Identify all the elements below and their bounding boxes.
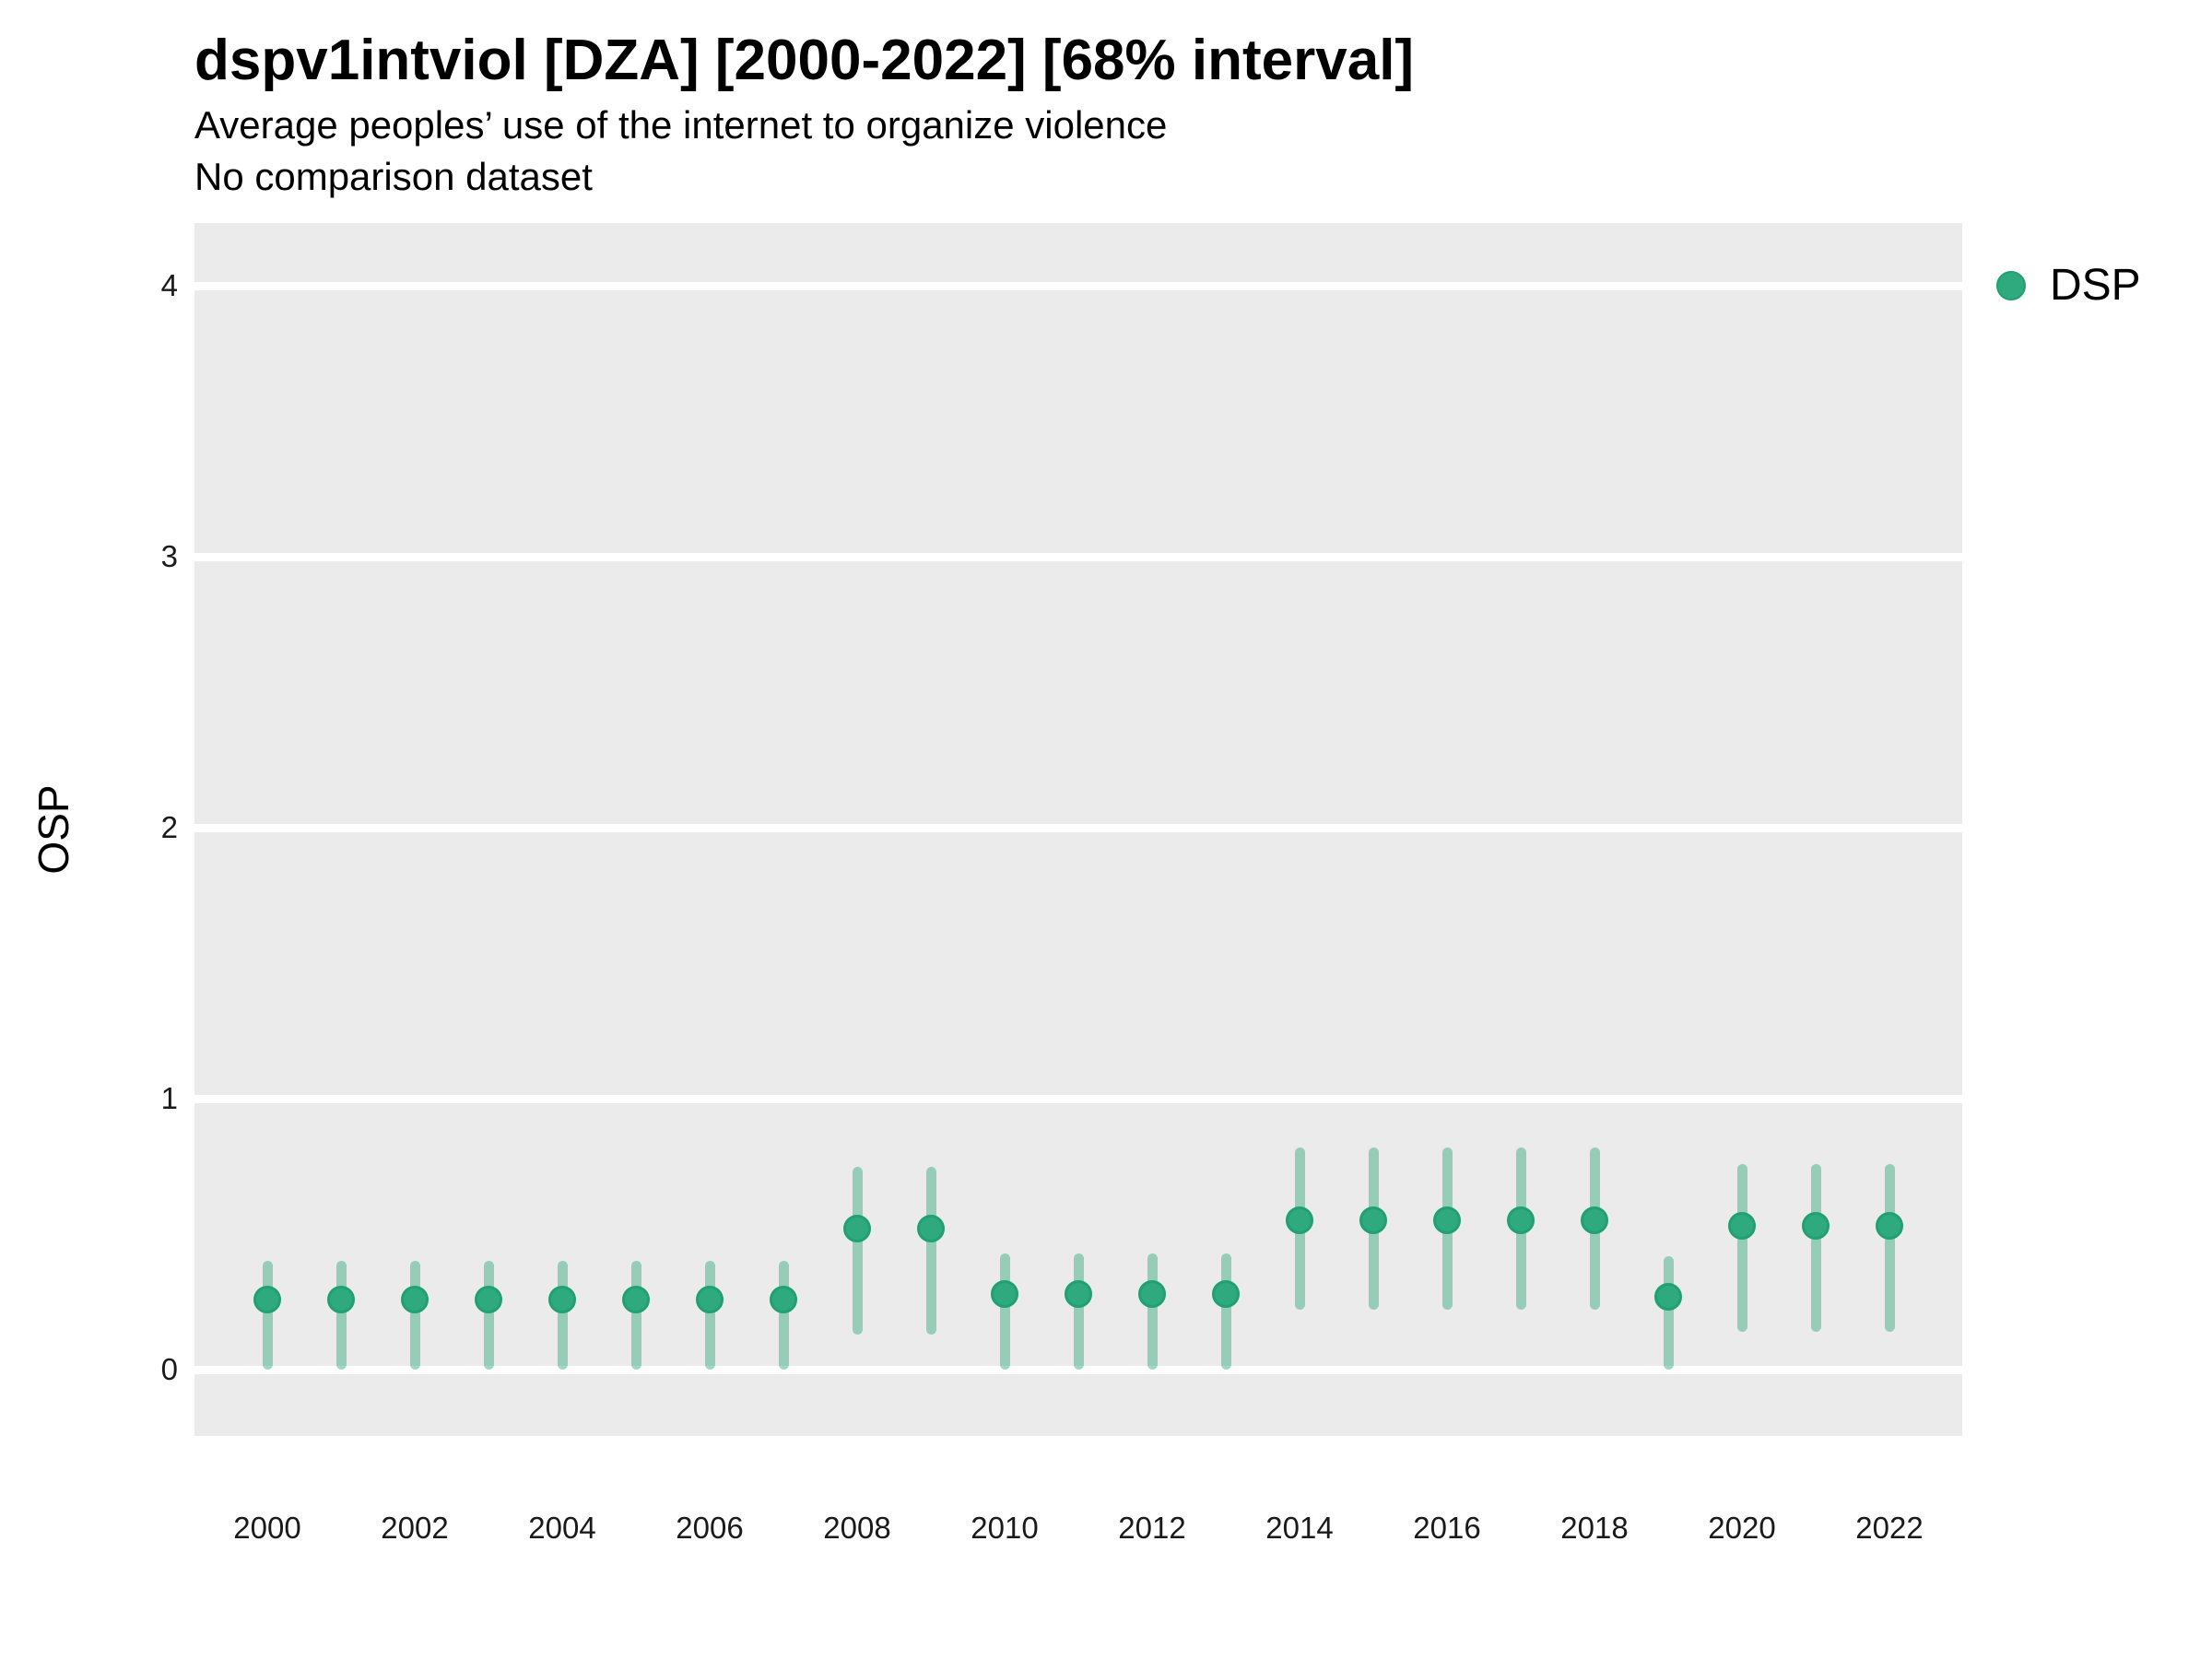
- x-tick-label-2010: 2010: [971, 1511, 1039, 1545]
- x-tick-label-2014: 2014: [1265, 1511, 1334, 1545]
- y-tick-label-4: 4: [160, 268, 178, 302]
- interval-bar-2007: [778, 1261, 789, 1370]
- data-point-2017: [1507, 1206, 1535, 1235]
- interval-bar-2009: [925, 1166, 936, 1335]
- interval-bar-2000: [262, 1261, 273, 1370]
- interval-bar-2005: [630, 1261, 641, 1370]
- data-point-2021: [1802, 1212, 1830, 1241]
- data-point-2009: [917, 1215, 945, 1243]
- comparison-note: No comparison dataset: [194, 155, 593, 198]
- x-tick-label-2000: 2000: [233, 1511, 301, 1545]
- x-tick-label-2006: 2006: [676, 1511, 744, 1545]
- data-point-2012: [1138, 1279, 1166, 1308]
- x-tick-label-2008: 2008: [823, 1511, 891, 1545]
- interval-bar-2022: [1884, 1163, 1895, 1332]
- interval-bar-2003: [483, 1261, 494, 1370]
- data-point-2015: [1359, 1206, 1387, 1235]
- data-point-2020: [1728, 1212, 1756, 1241]
- data-point-2018: [1581, 1206, 1608, 1235]
- data-point-2004: [548, 1285, 576, 1313]
- data-point-2008: [843, 1215, 871, 1243]
- legend-label: DSP: [2050, 261, 2141, 310]
- chart-title: dspv1intviol [DZA] [2000-2022] [68% inte…: [194, 29, 1415, 92]
- gridline-y-2: [194, 823, 1962, 832]
- data-point-2007: [770, 1285, 797, 1313]
- data-point-2011: [1065, 1279, 1092, 1308]
- x-tick-label-2012: 2012: [1118, 1511, 1186, 1545]
- gridline-y-0: [194, 1365, 1962, 1374]
- x-tick-label-2020: 2020: [1708, 1511, 1776, 1545]
- data-point-2013: [1212, 1279, 1240, 1308]
- interval-bar-2006: [704, 1261, 715, 1370]
- plot-panel: [194, 223, 1962, 1436]
- interval-bar-2020: [1736, 1163, 1747, 1332]
- interval-bar-2010: [999, 1253, 1010, 1370]
- y-axis-title: OSP: [29, 784, 77, 875]
- data-point-2022: [1876, 1212, 1903, 1241]
- data-point-2001: [327, 1285, 355, 1313]
- gridline-y-1: [194, 1094, 1962, 1103]
- data-point-2003: [475, 1285, 502, 1313]
- interval-bar-2002: [409, 1261, 420, 1370]
- data-point-2010: [991, 1279, 1018, 1308]
- gridline-y-3: [194, 552, 1962, 561]
- legend: DSP: [1996, 260, 2141, 311]
- x-tick-label-2018: 2018: [1560, 1511, 1629, 1545]
- x-tick-label-2004: 2004: [528, 1511, 596, 1545]
- interval-bar-2013: [1220, 1253, 1231, 1370]
- data-point-2006: [696, 1285, 724, 1313]
- data-point-2002: [401, 1285, 429, 1313]
- x-tick-label-2022: 2022: [1855, 1511, 1924, 1545]
- y-tick-label-1: 1: [160, 1081, 178, 1115]
- x-tick-label-2016: 2016: [1413, 1511, 1481, 1545]
- interval-bar-2004: [557, 1261, 568, 1370]
- interval-bar-2008: [852, 1166, 863, 1335]
- interval-bar-2001: [335, 1261, 347, 1370]
- legend-dot-icon: [1996, 270, 2026, 300]
- chart-subtitle: Average peoples’ use of the internet to …: [194, 103, 1168, 147]
- interval-bar-2021: [1810, 1163, 1821, 1332]
- data-point-2005: [622, 1285, 650, 1313]
- gridline-y-4: [194, 281, 1962, 290]
- y-tick-label-0: 0: [160, 1352, 178, 1386]
- y-tick-label-3: 3: [160, 539, 178, 573]
- interval-bar-2012: [1147, 1253, 1158, 1370]
- interval-bar-2019: [1663, 1255, 1674, 1370]
- data-point-2000: [253, 1285, 281, 1313]
- data-point-2019: [1654, 1282, 1682, 1311]
- y-tick-label-2: 2: [160, 810, 178, 844]
- x-tick-label-2002: 2002: [381, 1511, 449, 1545]
- data-point-2016: [1433, 1206, 1461, 1235]
- data-point-2014: [1286, 1206, 1313, 1235]
- interval-bar-2011: [1073, 1253, 1084, 1370]
